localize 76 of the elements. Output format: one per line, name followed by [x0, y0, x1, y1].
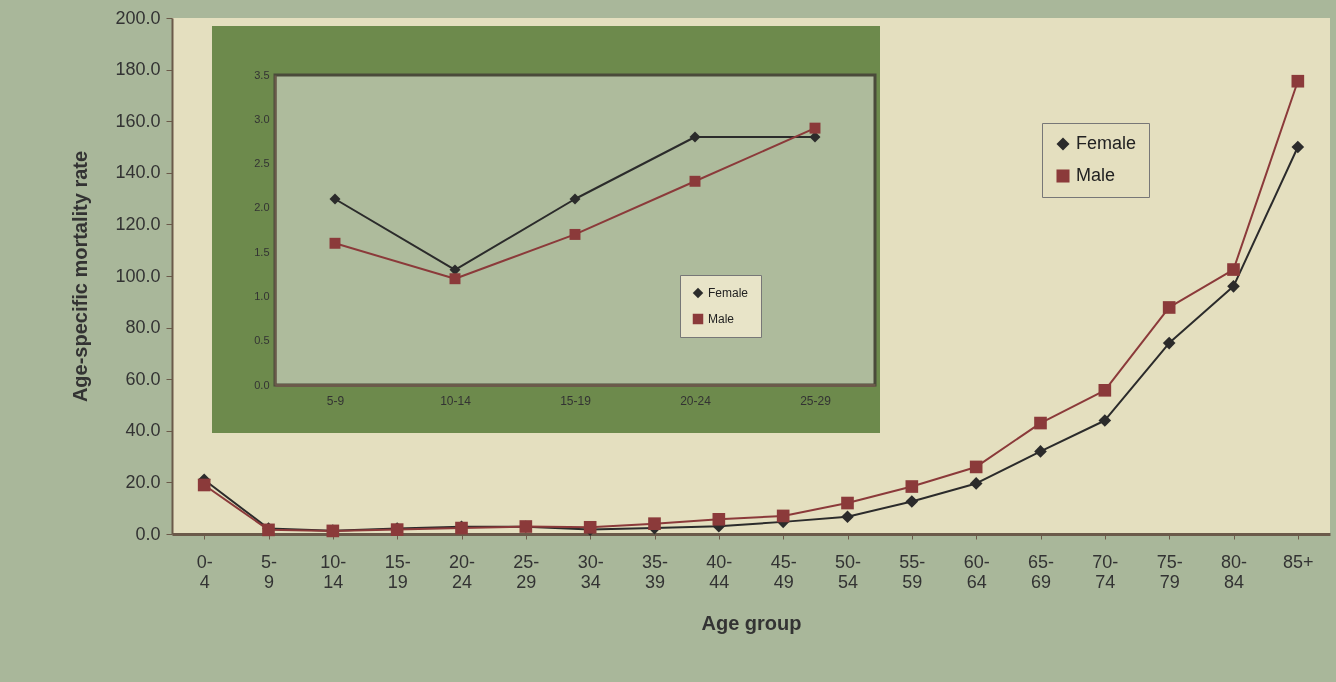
point [1034, 416, 1047, 430]
x-tick-label: 5-9 [260, 551, 278, 592]
y-tick-label: 1.0 [254, 289, 270, 302]
y-tick-label: 1.5 [254, 245, 270, 258]
legend-label: Female [1076, 133, 1137, 153]
x-tick-label: 10-14 [440, 393, 472, 408]
point [841, 510, 854, 524]
point [1291, 140, 1305, 154]
x-tick-label: 60-64 [963, 551, 990, 592]
point [1162, 336, 1176, 350]
x-tick-label: 80-84 [1220, 551, 1248, 592]
point [712, 512, 726, 526]
x-tick-label: 30-34 [577, 551, 604, 592]
y-tick-label: 2.5 [254, 157, 270, 170]
point [1291, 74, 1305, 88]
y-axis-title: Age-specific mortality rate [69, 150, 92, 403]
x-tick-label: 55-59 [899, 551, 926, 592]
point [449, 273, 461, 285]
point [689, 131, 701, 143]
point [905, 480, 919, 493]
point [1162, 301, 1176, 314]
point [569, 193, 581, 205]
x-tick-label: 10-14 [320, 551, 347, 592]
x-tick-label: 25-29 [800, 393, 832, 408]
x-tick-label: 0-4 [196, 551, 213, 592]
point [969, 477, 983, 490]
x-tick-label: 20-24 [448, 551, 476, 592]
y-tick-label: 200.0 [115, 7, 161, 28]
x-tick-label: 45-49 [770, 551, 797, 592]
point [648, 517, 661, 530]
y-tick-label: 140.0 [115, 162, 161, 183]
point [969, 460, 983, 474]
point [1098, 383, 1112, 397]
y-tick-label: 100.0 [115, 265, 161, 286]
point [569, 228, 581, 240]
legend-label: Female [708, 286, 749, 300]
point [1227, 263, 1240, 276]
y-tick-label: 3.0 [254, 112, 270, 125]
y-tick-label: 40.0 [125, 420, 161, 441]
y-tick-label: 0.0 [135, 523, 161, 544]
y-tick-label: 3.5 [254, 68, 270, 81]
y-tick-label: 0.5 [254, 334, 270, 347]
x-tick-label: 15-19 [560, 393, 592, 408]
y-tick-label: 80.0 [125, 317, 161, 338]
point [841, 496, 854, 510]
x-tick-label: 85+ [1283, 551, 1314, 572]
point [197, 478, 211, 492]
legend-label: Male [708, 312, 735, 326]
point [905, 495, 919, 508]
point [329, 237, 341, 249]
x-tick-label: 5-9 [326, 393, 345, 408]
point [809, 122, 821, 134]
x-tick-label: 15-19 [384, 551, 411, 592]
x-tick-label: 35-39 [641, 551, 669, 592]
x-tick-label: 20-24 [680, 393, 712, 408]
point [776, 509, 790, 523]
y-tick-label: 0.0 [254, 378, 270, 391]
point [689, 175, 701, 187]
point [329, 193, 341, 205]
y-tick-label: 160.0 [115, 110, 161, 131]
y-tick-label: 180.0 [115, 59, 161, 80]
x-tick-label: 75-79 [1156, 551, 1183, 592]
x-tick-label: 25-29 [513, 551, 540, 592]
y-tick-label: 20.0 [125, 471, 161, 492]
point [1034, 445, 1047, 458]
x-tick-label: 50-54 [834, 551, 862, 592]
x-axis-title: Age group [701, 611, 802, 634]
y-tick-label: 60.0 [125, 368, 161, 389]
x-tick-label: 70-74 [1092, 551, 1119, 592]
x-tick-label: 40-44 [706, 551, 733, 592]
legend-label: Male [1076, 165, 1116, 185]
point [1098, 414, 1112, 427]
y-tick-label: 2.0 [254, 201, 270, 214]
x-tick-label: 65-69 [1027, 551, 1055, 592]
point [1227, 280, 1240, 293]
y-tick-label: 120.0 [115, 213, 161, 234]
